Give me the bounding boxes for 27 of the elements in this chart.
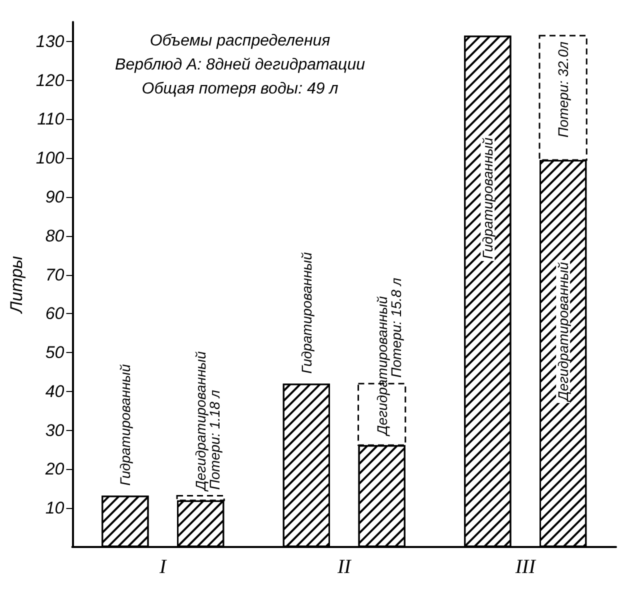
y-tick-label: 10: [45, 498, 65, 518]
y-tick-label: 130: [36, 32, 65, 51]
y-tick-label: 90: [45, 188, 65, 206]
y-tick-label: 30: [45, 420, 65, 440]
data-label: Потери: 32.0л: [555, 42, 572, 138]
x-tick-label: I: [158, 556, 168, 578]
text: Гидратированный: [480, 138, 496, 260]
text: Дегидратированный: [374, 296, 390, 436]
text: Объемы распределения: [150, 32, 331, 50]
text: Дегидратированный: [555, 262, 572, 402]
x-tick-label: III: [514, 556, 537, 578]
y-tick-label: 110: [37, 110, 65, 129]
y-tick-label: 120: [36, 70, 65, 90]
y-tick-label: 60: [45, 304, 65, 324]
text: Гидратированный: [117, 364, 134, 486]
y-tick-label: 20: [44, 460, 65, 479]
y-tick-label: 50: [45, 343, 65, 362]
y-axis-title: Литры: [7, 255, 26, 314]
annotation: Общая потеря воды: 49 л: [142, 80, 338, 98]
y-tick-label: 70: [45, 265, 65, 284]
x-tick-label: II: [336, 556, 352, 578]
y-tick-label: 80: [45, 226, 65, 246]
y-tick-label: 40: [45, 382, 65, 401]
y-tick-label: 100: [36, 148, 65, 168]
text: Гидратированный: [298, 252, 314, 374]
text: Дегидратированный: [192, 351, 209, 492]
text: Верблюд А: 8дней дегидратации: [115, 56, 366, 74]
